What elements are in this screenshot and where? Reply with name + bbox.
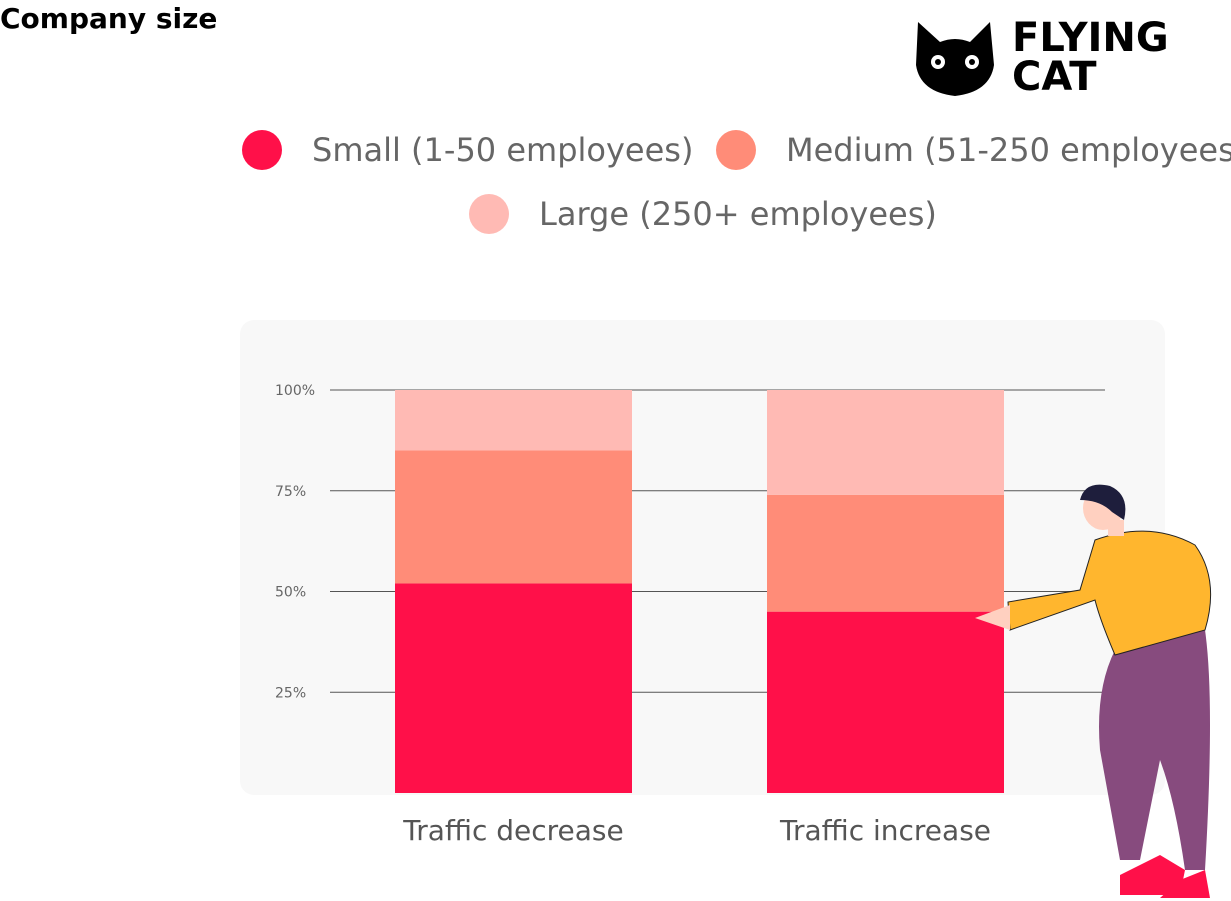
bar-segment (395, 450, 632, 584)
legend-marker (469, 194, 509, 234)
cat-pupil (935, 59, 941, 65)
bar-segment (767, 494, 1004, 612)
y-tick-label: 75% (275, 484, 306, 500)
legend-marker (242, 130, 282, 170)
legend-label: Large (250+ employees) (539, 195, 937, 233)
bar-segment (395, 390, 632, 451)
bar-segment (767, 390, 1004, 495)
legend-label: Medium (51-250 employees) (786, 131, 1231, 169)
y-tick-label: 25% (275, 685, 306, 701)
x-tick-label: Traffic decrease (402, 814, 624, 847)
bar-segment (767, 611, 1004, 793)
legend-marker (716, 130, 756, 170)
person-illustration (975, 484, 1212, 898)
logo: FLYING CAT (916, 15, 1169, 100)
y-tick-label: 50% (275, 585, 306, 601)
logo-text: CAT (1012, 54, 1097, 100)
cat-pupil (969, 59, 975, 65)
plot-background (240, 320, 1165, 795)
chart-title: Company size (0, 2, 217, 35)
x-tick-label: Traffic increase (779, 814, 991, 847)
legend-label: Small (1-50 employees) (312, 131, 693, 169)
logo-text: FLYING (1012, 15, 1169, 61)
bar-segment (395, 583, 632, 793)
cat-icon (916, 22, 994, 96)
y-tick-label: 100% (275, 383, 315, 399)
